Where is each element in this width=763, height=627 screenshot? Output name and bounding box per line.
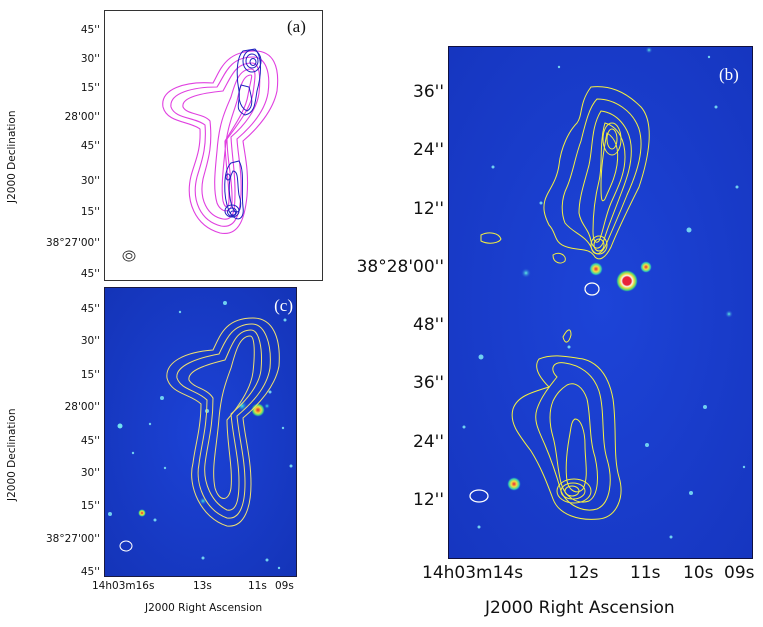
beam-ellipse: [119, 540, 133, 552]
panel-b-ytick: 48'': [413, 315, 444, 335]
panel-c-ytick: 15'': [80, 500, 100, 512]
panel-c-ylabel: J2000 Declination: [6, 408, 18, 501]
panel-c-image: [105, 288, 296, 576]
panel-c-optical-overlay: (c): [104, 287, 297, 577]
panel-b-ytick: 36'': [413, 373, 444, 393]
panel-b-xtick: 10s: [683, 563, 714, 583]
panel-b-ytick: 12'': [413, 490, 444, 510]
panel-a-ytick: 38°27'00'': [46, 237, 100, 249]
beam-ellipse: [469, 489, 489, 503]
panel-c-contours: [166, 317, 280, 527]
panel-c-ytick: 45'': [80, 566, 100, 578]
panel-b-xtick: 11s: [630, 563, 661, 583]
panel-b-optical-overlay: (b): [448, 46, 753, 559]
panel-b-xtick: 12s: [568, 563, 599, 583]
panel-c-ytick: 30'': [80, 467, 100, 479]
panel-a-contour-plot: [122, 48, 279, 262]
panel-c-ytick: 15'': [80, 369, 100, 381]
panel-a-ytick: 30'': [80, 175, 100, 187]
high-resolution-contours: [224, 48, 262, 220]
panel-a-label: (a): [287, 17, 306, 36]
panel-b-contours: [480, 86, 650, 520]
panel-c-label: (c): [274, 296, 293, 315]
panel-b-ytick: 12'': [413, 199, 444, 219]
panel-a-ytick: 28'00'': [64, 111, 100, 123]
panel-c-xtick: 09s: [275, 580, 294, 592]
panel-b-xtick: 14h03m14s: [422, 563, 524, 583]
panel-c-ytick: 28'00'': [64, 401, 100, 413]
panel-a-ytick: 45'': [80, 24, 100, 36]
panel-b-ytick: 24'': [413, 432, 444, 452]
panel-a-radio-contours: (a): [104, 10, 323, 281]
panel-c-xtick: 13s: [193, 580, 212, 592]
panel-b-xtick: 09s: [724, 563, 755, 583]
panel-c-xlabel: J2000 Right Ascension: [145, 602, 263, 614]
panel-b-ytick: 24'': [413, 140, 444, 160]
panel-c-ytick: 30'': [80, 335, 100, 347]
panel-c-xtick: 11s: [248, 580, 267, 592]
beam-ellipse: [122, 250, 136, 262]
panel-b-xlabel: J2000 Right Ascension: [485, 598, 675, 618]
star-field: [462, 47, 746, 539]
panel-a-ytick: 15'': [80, 82, 100, 94]
core-ellipse: [584, 282, 600, 296]
panel-b-image: [449, 47, 752, 558]
panel-c-xtick: 14h03m16s: [92, 580, 155, 592]
panel-a-ytick: 30'': [80, 53, 100, 65]
panel-a-ytick: 15'': [80, 206, 100, 218]
low-resolution-contours: [162, 50, 279, 234]
panel-a-ytick: 45'': [80, 140, 100, 152]
panel-b-ytick: 36'': [413, 82, 444, 102]
panel-c-ytick: 45'': [80, 303, 100, 315]
panel-b-ytick: 38°28'00'': [356, 257, 444, 277]
panel-b-label: (b): [719, 65, 739, 84]
panel-c-ytick: 45'': [80, 435, 100, 447]
panel-a-ytick: 45'': [80, 268, 100, 280]
panel-c-ytick: 38°27'00'': [46, 533, 100, 545]
panel-a-ylabel: J2000 Declination: [6, 110, 18, 203]
